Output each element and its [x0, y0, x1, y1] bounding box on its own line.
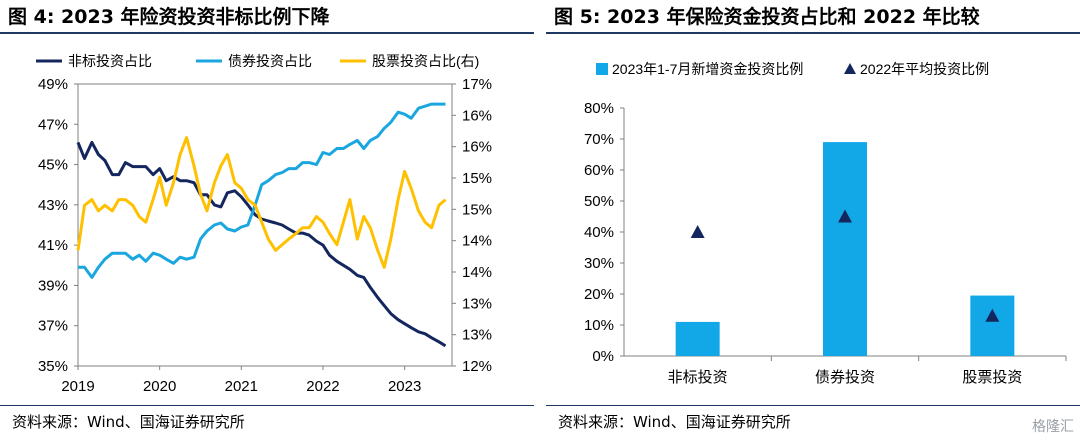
bar-非标投资 [675, 321, 720, 356]
y-right-tick-label: 14% [462, 233, 492, 250]
y-tick-label: 0% [592, 348, 614, 365]
x-tick-label: 2020 [143, 378, 176, 395]
bar-债券投资 [823, 142, 867, 356]
y-left-tick-label: 49% [38, 76, 68, 93]
source-text: 资料来源：Wind、国海证券研究所 [12, 413, 245, 431]
source-text: 资料来源：Wind、国海证券研究所 [558, 413, 791, 431]
x-category-label: 债券投资 [815, 369, 875, 386]
y-tick-label: 80% [584, 100, 614, 117]
marker-债券投资 [838, 209, 852, 223]
plot-frame [77, 83, 453, 367]
bar-chart: 80% 70% 60% 50% 40% 30% 20% 10% 0% 非标投资 债券投资 股票投资 20… [584, 61, 1067, 386]
figure-4-title: 图 4: 2023 年险资投资非标比例下降 [8, 6, 330, 28]
legend-label-bar: 2023年1-7月新增资金投资比例 [612, 61, 803, 77]
y-tick-label: 50% [584, 193, 614, 210]
y-left-tick-label: 39% [38, 277, 68, 294]
y-left-tick-label: 37% [38, 318, 68, 335]
y-left-tick-label: 45% [38, 157, 68, 174]
x-tick-label: 2022 [306, 378, 339, 395]
legend-label: 非标投资占比 [68, 53, 152, 69]
x-tick-label: 2021 [225, 378, 258, 395]
x-category-label: 非标投资 [668, 369, 728, 386]
line-chart: 49% 47% 45% 43% 41% 39% 37% 35% 17% 16% 16% 15% 15% 1… [36, 53, 492, 395]
y-left-tick-label: 47% [38, 116, 68, 133]
source-rule [546, 405, 1080, 406]
legend-label: 股票投资占比(右) [372, 53, 479, 69]
legend-swatch-marker [844, 63, 856, 74]
legend-label: 债券投资占比 [228, 53, 312, 69]
series-line-3 [76, 136, 447, 269]
watermark-logo: 格隆汇 [1032, 419, 1074, 435]
y-tick-label: 10% [584, 317, 614, 334]
marker-股票投资 [985, 308, 1000, 322]
y-right-tick-label: 15% [462, 201, 492, 218]
y-tick-label: 20% [584, 286, 614, 303]
y-left-tick-label: 43% [38, 197, 68, 214]
title-rule [546, 32, 1080, 34]
y-tick-label: 60% [584, 162, 614, 179]
left-panel: 图 4: 2023 年险资投资非标比例下降 49% 47% 45% 43% 41% 39%… [0, 0, 534, 444]
marker-非标投资 [690, 225, 705, 238]
y-right-tick-label: 16% [462, 139, 492, 156]
legend-label-marker: 2022年平均投资比例 [860, 61, 989, 77]
y-left-tick-label: 35% [38, 358, 68, 375]
y-right-tick-label: 12% [462, 358, 492, 375]
x-tick-label: 2019 [61, 378, 94, 395]
y-tick-label: 40% [584, 224, 614, 241]
source-rule [0, 405, 534, 406]
y-tick-label: 70% [584, 131, 614, 148]
title-rule [0, 32, 534, 34]
y-right-tick-label: 17% [462, 76, 492, 93]
y-right-tick-label: 16% [462, 107, 492, 124]
x-tick-label: 2023 [388, 378, 421, 395]
y-left-tick-label: 41% [38, 237, 68, 254]
right-panel: 图 5: 2023 年保险资金投资占比和 2022 年比较 80% 70% 60% 5… [546, 0, 1080, 444]
bar-股票投资 [970, 295, 1015, 356]
y-right-tick-label: 14% [462, 264, 492, 281]
y-tick-label: 30% [584, 255, 614, 272]
series-line-2 [78, 102, 446, 279]
y-right-tick-label: 15% [462, 170, 492, 187]
y-right-tick-label: 13% [462, 295, 492, 312]
legend-swatch-bar [596, 63, 608, 75]
x-category-label: 股票投资 [962, 369, 1022, 386]
figure-5-title: 图 5: 2023 年保险资金投资占比和 2022 年比较 [554, 6, 980, 28]
y-right-tick-label: 13% [462, 327, 492, 344]
